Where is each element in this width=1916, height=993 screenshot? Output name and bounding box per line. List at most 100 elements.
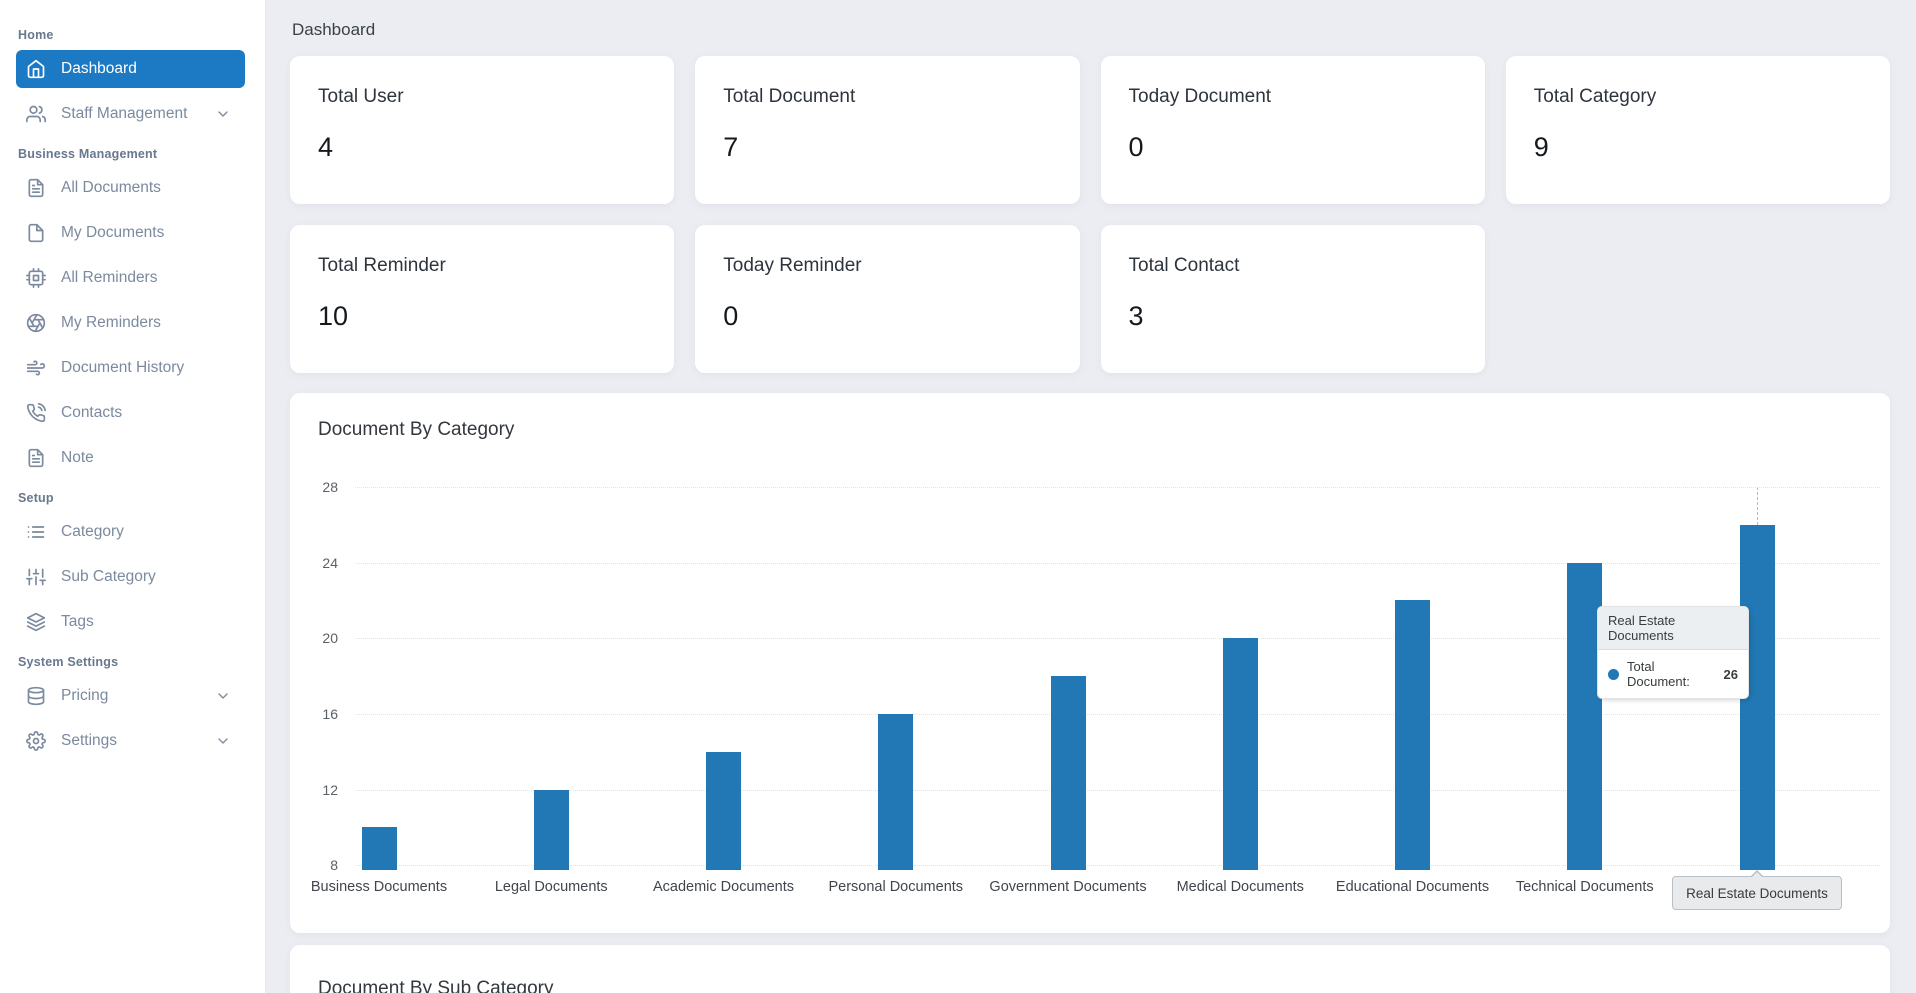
stat-card-total-category: Total Category9 [1506,56,1890,204]
file-text-icon [26,448,46,468]
y-axis-tick: 20 [298,630,338,646]
bar-business-documents[interactable] [362,827,397,870]
x-axis-label: Technical Documents [1500,879,1670,895]
y-axis-tick: 24 [298,555,338,571]
y-axis-tick: 28 [298,479,338,495]
stat-label: Today Document [1129,86,1457,108]
gear-icon [26,731,46,751]
stat-card-today-reminder: Today Reminder0 [695,225,1079,373]
hover-crosshair [1757,487,1758,525]
stat-card-total-user: Total User 4 [290,56,674,204]
tooltip-value: 26 [1724,667,1738,682]
stat-value: 9 [1534,132,1862,163]
bar-legal-documents[interactable] [534,790,569,870]
stat-card-total-document: Total Document7 [695,56,1079,204]
y-gridline [355,790,1880,791]
sidebar-item-label: My Documents [61,224,233,242]
y-gridline [355,563,1880,564]
sidebar-item-label: All Documents [61,179,233,197]
stat-card-total-reminder: Total Reminder 10 [290,225,674,373]
sidebar-item-label: Dashboard [61,60,233,78]
x-axis-label: Medical Documents [1155,879,1325,895]
sidebar-item-category[interactable]: Category [16,513,245,551]
topbar: Dashboard [290,0,1890,43]
sidebar-item-note[interactable]: Note [16,439,245,477]
sidebar-section-label: Setup [0,491,265,505]
x-axis-label: Personal Documents [811,879,981,895]
stat-value: 4 [318,132,646,163]
sidebar-item-staff-management[interactable]: Staff Management [16,95,245,133]
y-axis-tick: 16 [298,706,338,722]
subchart-title: Document By Sub Category [318,978,554,993]
sidebar-item-sub-category[interactable]: Sub Category [16,558,245,596]
sidebar-item-label: Sub Category [61,568,233,586]
chart-tooltip: Real Estate Documents Total Document: 26 [1597,606,1749,699]
sidebar-item-label: Settings [61,732,213,750]
y-axis-tick: 8 [298,857,338,873]
sidebar-item-label: Contacts [61,404,233,422]
wind-icon [26,358,46,378]
stat-value: 7 [723,132,1051,163]
sidebar-item-document-history[interactable]: Document History [16,349,245,387]
bar-government-documents[interactable] [1051,676,1086,870]
bar-educational-documents[interactable] [1395,600,1430,870]
sidebar-item-label: Category [61,523,233,541]
sidebar-item-label: All Reminders [61,269,233,287]
x-axis-label: Legal Documents [466,879,636,895]
home-icon [26,59,46,79]
aperture-icon [26,313,46,333]
bar-academic-documents[interactable] [706,752,741,870]
stat-label: Today Reminder [723,255,1051,277]
sidebar-item-my-documents[interactable]: My Documents [16,214,245,252]
sidebar-item-all-reminders[interactable]: All Reminders [16,259,245,297]
sidebar-item-label: Pricing [61,687,213,705]
stat-value: 0 [1129,132,1457,163]
bar-medical-documents[interactable] [1223,638,1258,870]
database-icon [26,686,46,706]
stats-grid: Total User 4 Total Document7 Today Document… [290,56,1890,373]
series-marker-icon [1608,669,1619,680]
x-axis-label: Academic Documents [639,879,809,895]
stat-label: Total Reminder [318,255,646,277]
chevron-down-icon [213,688,233,704]
sidebar-item-my-reminders[interactable]: My Reminders [16,304,245,342]
stat-label: Total User [318,86,646,108]
y-gridline [355,714,1880,715]
sidebar-section-label: System Settings [0,655,265,669]
tooltip-title: Real Estate Documents [1598,607,1748,650]
chevron-down-icon [213,733,233,749]
sidebar-item-all-documents[interactable]: All Documents [16,169,245,207]
file-text-icon [26,178,46,198]
sidebar-section-label: Business Management [0,147,265,161]
sidebar-item-label: Note [61,449,233,467]
xaxis-hover-label: Real Estate Documents [1672,876,1842,910]
sidebar-item-tags[interactable]: Tags [16,603,245,641]
y-axis-tick: 12 [298,782,338,798]
sidebar-item-pricing[interactable]: Pricing [16,677,245,715]
chevron-down-icon [213,106,233,122]
layers-icon [26,612,46,632]
tooltip-series-label: Total Document: [1627,659,1720,689]
y-gridline [355,487,1880,488]
sidebar-item-label: My Reminders [61,314,233,332]
x-axis-label: Business Documents [294,879,464,895]
y-gridline [355,865,1880,866]
stat-card-total-contact: Total Contact 3 [1101,225,1485,373]
stat-value: 10 [318,301,646,332]
sidebar-item-contacts[interactable]: Contacts [16,394,245,432]
main-content: Dashboard Total User 4 Total Document7 Toda… [265,0,1916,993]
bar-personal-documents[interactable] [878,714,913,870]
x-axis-label: Educational Documents [1328,879,1498,895]
sidebar-item-settings[interactable]: Settings [16,722,245,760]
sidebar-section-label: Home [0,28,265,42]
phone-call-icon [26,403,46,423]
stat-value: 3 [1129,301,1457,332]
file-icon [26,223,46,243]
chart-title: Document By Category [318,419,514,441]
sidebar-item-label: Tags [61,613,233,631]
users-icon [26,104,46,124]
sidebar: Home Dashboard Staff Management Business Ma… [0,0,265,993]
stat-label: Total Contact [1129,255,1457,277]
document-by-sub-category-card: Document By Sub Category [290,945,1890,993]
sidebar-item-dashboard[interactable]: Dashboard [16,50,245,88]
